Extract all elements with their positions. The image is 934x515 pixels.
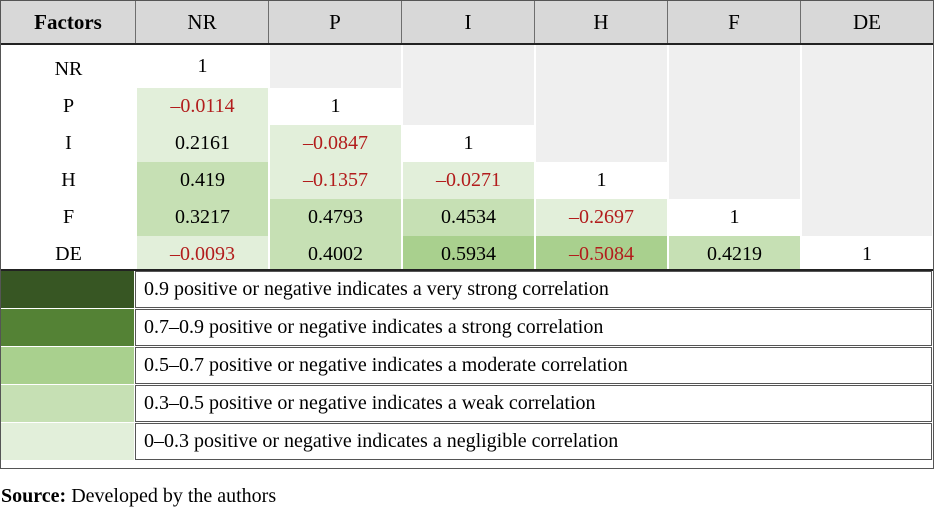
cell-nr-p: [270, 45, 401, 88]
legend-swatch-4: [1, 423, 134, 460]
cell-h-f: [669, 162, 800, 199]
legend-text-0: 0.9 positive or negative indicates a ver…: [135, 271, 932, 308]
cell-de-de: 1: [802, 236, 932, 273]
cell-p-nr: –0.0114: [137, 88, 268, 125]
header-de: DE: [801, 1, 933, 43]
correlation-table: Factors NR P I H F DE NR 1 P –0.0114 1 I 0.2161 –0.08…: [1, 1, 933, 468]
cell-nr-i: [403, 45, 534, 88]
cell-p-f: [669, 88, 800, 125]
row-label-i: I: [65, 132, 72, 154]
cell-i-de: [802, 125, 932, 162]
cell-i-i: 1: [403, 125, 534, 162]
source-note: Source: Developed by the authors: [1, 485, 276, 508]
header-divider: [1, 43, 933, 45]
cell-f-f: 1: [669, 199, 800, 236]
cell-i-h: [536, 125, 667, 162]
legend-swatch-1: [1, 309, 134, 346]
cell-nr-h: [536, 45, 667, 88]
cell-f-de: [802, 199, 932, 236]
cell-i-p: –0.0847: [270, 125, 401, 162]
row-label-h: H: [61, 169, 76, 191]
header-p: P: [269, 1, 402, 43]
legend-swatch-3: [1, 385, 134, 422]
cell-de-i: 0.5934: [403, 236, 534, 273]
cell-f-nr: 0.3217: [137, 199, 268, 236]
cell-nr-nr: 1: [137, 45, 268, 88]
cell-i-f: [669, 125, 800, 162]
cell-p-h: [536, 88, 667, 125]
legend-swatch-2: [1, 347, 134, 384]
cell-p-i: [403, 88, 534, 125]
cell-h-h: 1: [536, 162, 667, 199]
header-i: I: [402, 1, 535, 43]
legend-divider: [1, 269, 933, 271]
cell-f-i: 0.4534: [403, 199, 534, 236]
cell-h-p: –0.1357: [270, 162, 401, 199]
cell-nr-de: [802, 45, 932, 88]
legend-text-4: 0–0.3 positive or negative indicates a n…: [135, 423, 932, 460]
source-label: Source:: [1, 485, 67, 507]
cell-f-p: 0.4793: [270, 199, 401, 236]
source-text: Developed by the authors: [66, 485, 277, 507]
cell-i-nr: 0.2161: [137, 125, 268, 162]
cell-de-f: 0.4219: [669, 236, 800, 273]
row-label-de: DE: [55, 243, 82, 265]
cell-nr-f: [669, 45, 800, 88]
row-label-nr: NR: [54, 58, 83, 80]
cell-h-de: [802, 162, 932, 199]
legend-text-1: 0.7–0.9 positive or negative indicates a…: [135, 309, 932, 346]
cell-de-p: 0.4002: [270, 236, 401, 273]
cell-de-h: –0.5084: [536, 236, 667, 273]
legend-swatch-0: [1, 271, 134, 308]
cell-f-h: –0.2697: [536, 199, 667, 236]
header-h: H: [535, 1, 668, 43]
cell-de-nr: –0.0093: [137, 236, 268, 273]
legend-text-3: 0.3–0.5 positive or negative indicates a…: [135, 385, 932, 422]
header-nr: NR: [136, 1, 269, 43]
legend-text-2: 0.5–0.7 positive or negative indicates a…: [135, 347, 932, 384]
header-f: F: [668, 1, 801, 43]
row-label-f: F: [62, 206, 75, 228]
cell-p-p: 1: [270, 88, 401, 125]
cell-h-nr: 0.419: [137, 162, 268, 199]
cell-p-de: [802, 88, 932, 125]
cell-h-i: –0.0271: [403, 162, 534, 199]
row-label-p: P: [62, 95, 75, 117]
header-factors: Factors: [1, 1, 136, 43]
